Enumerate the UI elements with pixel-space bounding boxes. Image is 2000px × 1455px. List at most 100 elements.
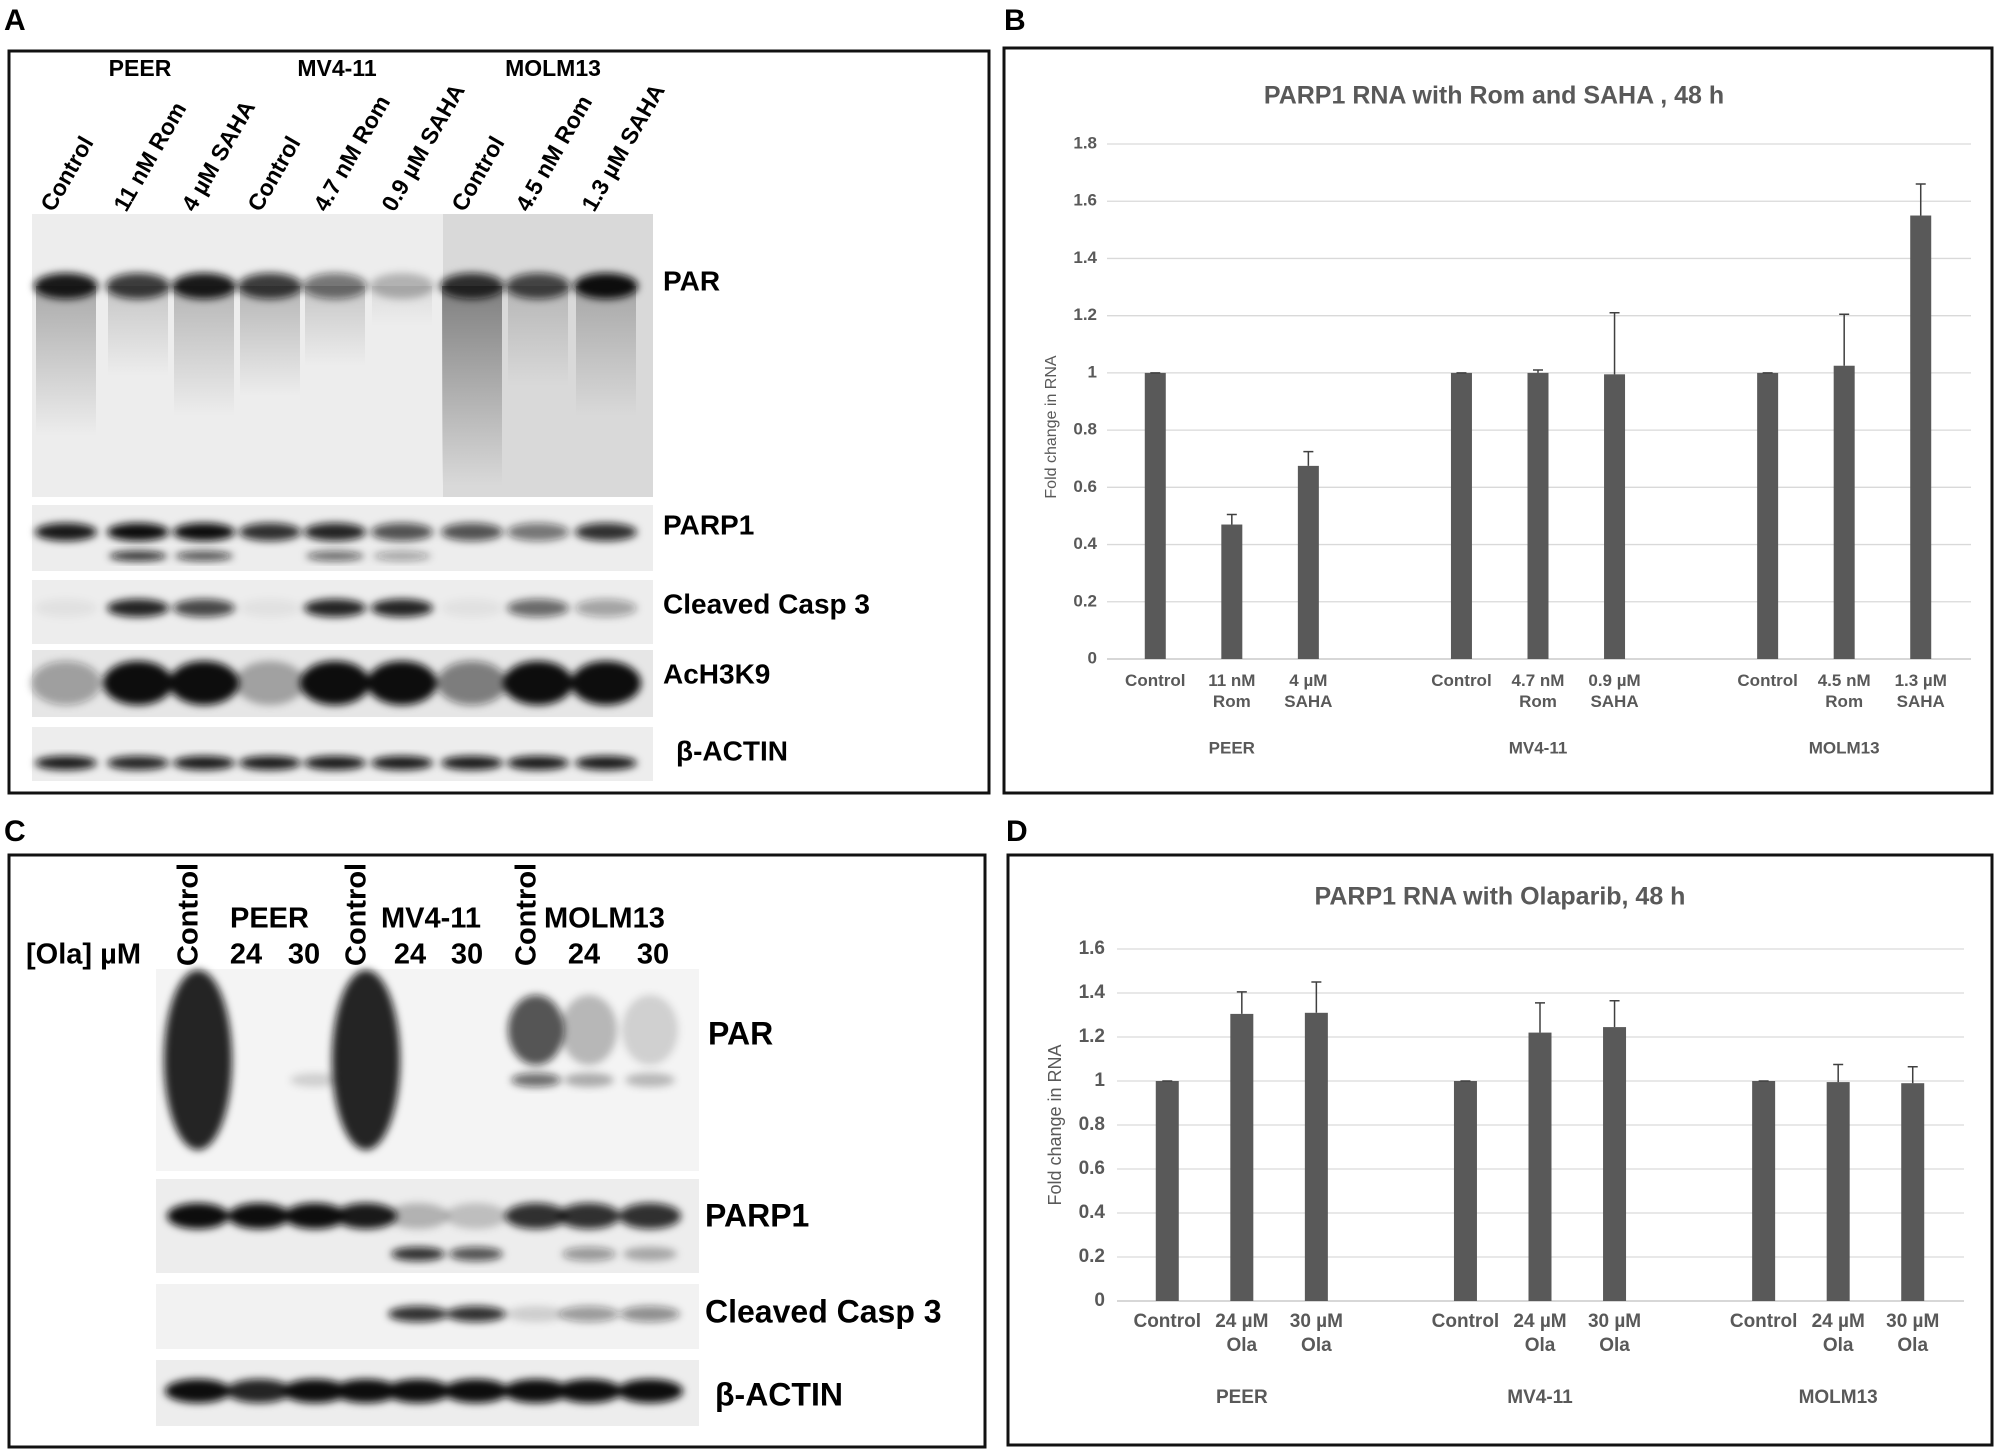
y-tick-label: 1.6: [1073, 191, 1097, 210]
dose-label: 30: [288, 939, 320, 971]
y-axis-label: Fold change in RNA: [1045, 1044, 1065, 1205]
blot-band: [164, 970, 232, 1150]
lane-label: 1.3 µM SAHA: [576, 79, 670, 215]
panel-frame: [1006, 853, 1994, 1447]
blot-row-label: β-ACTIN: [676, 735, 788, 766]
blot-band: [574, 273, 638, 299]
blot-band: [173, 523, 235, 541]
blot-band: [106, 273, 170, 299]
error-bar: [1609, 312, 1620, 375]
x-tick-label: 24 µM Ola: [1513, 1311, 1567, 1356]
x-tick-label: 4 µM SAHA: [1284, 671, 1333, 712]
blot-row-label: β-ACTIN: [715, 1376, 843, 1412]
cell-line-label: MV4-11: [381, 903, 481, 935]
chart-title: PARP1 RNA with Rom and SAHA , 48 h: [1264, 82, 1724, 110]
bar: [1221, 524, 1243, 659]
cell-line-label: PEER: [230, 903, 309, 935]
blot-band: [35, 523, 97, 541]
blot-row-label: Cleaved Casp 3: [663, 588, 870, 619]
blot-smear: [576, 286, 636, 416]
blot-strip: [156, 969, 699, 1171]
blot-band: [226, 1379, 292, 1403]
blot-band: [391, 1247, 445, 1261]
y-tick-label: 1.6: [1079, 938, 1105, 959]
bar: [1297, 465, 1319, 659]
blot-bands: [165, 1379, 683, 1403]
blot-bands: [35, 756, 637, 770]
blot-band: [575, 756, 637, 770]
bar: [1603, 1027, 1627, 1301]
group-label: MOLM13: [1809, 738, 1880, 757]
y-tick-label: 1.4: [1079, 982, 1106, 1003]
blot-band: [437, 661, 507, 705]
blot-band: [449, 1247, 503, 1261]
blot-band: [559, 1306, 619, 1322]
x-tick-label: Control: [1431, 671, 1492, 690]
x-tick-label: Control: [1737, 671, 1798, 690]
blot-band: [332, 970, 400, 1150]
lane-label: Control: [511, 863, 543, 966]
blot-bands: [35, 523, 637, 541]
y-tick-label: 0.2: [1079, 1246, 1105, 1267]
blot-band: [228, 1203, 290, 1229]
blot-smear: [305, 286, 365, 366]
bar: [1901, 1083, 1925, 1301]
blot-bands: [391, 1247, 677, 1261]
blot-row-label: PARP1: [705, 1197, 809, 1233]
cell-line-label: MOLM13: [544, 903, 665, 935]
blot-band: [575, 599, 637, 617]
blot-band: [367, 661, 437, 705]
y-tick-label: 0.2: [1073, 591, 1097, 610]
blot-band: [556, 1379, 622, 1403]
panel-frame: [7, 49, 991, 795]
bar: [1910, 215, 1932, 659]
blot-band: [306, 551, 364, 561]
x-tick-label: Control: [1133, 1311, 1202, 1332]
y-tick-label: 1: [1094, 1070, 1105, 1091]
blot-band: [564, 1073, 614, 1087]
blot-band: [506, 273, 570, 299]
blot-band: [304, 599, 366, 617]
y-tick-label: 0.4: [1073, 534, 1097, 553]
y-tick-label: 0.6: [1079, 1158, 1105, 1179]
blot-row-label: Cleaved Casp 3: [705, 1293, 942, 1329]
bar: [1528, 1032, 1552, 1301]
blot-smear: [442, 286, 502, 486]
blot-smear: [240, 286, 300, 396]
error-bar: [1236, 991, 1247, 1014]
lane-label: Control: [446, 132, 509, 216]
blot-band: [503, 1379, 569, 1403]
blot-band: [239, 523, 301, 541]
y-tick-label: 0.8: [1073, 420, 1097, 439]
blot-band: [623, 1247, 677, 1261]
blot-band: [238, 273, 302, 299]
blot-row-label: PARP1: [663, 509, 754, 540]
y-tick-label: 0: [1094, 1290, 1105, 1311]
lane-label: Control: [35, 132, 98, 216]
blot-band: [165, 1379, 231, 1403]
y-tick-label: 1.8: [1073, 133, 1097, 152]
blot-band: [617, 1379, 683, 1403]
blot-band: [107, 523, 169, 541]
blot-band: [388, 1306, 448, 1322]
y-tick-label: 1.2: [1079, 1026, 1105, 1047]
blot-band: [446, 1306, 506, 1322]
group-label: MOLM13: [1799, 1387, 1878, 1408]
blot-band: [107, 756, 169, 770]
blot-band: [441, 523, 503, 541]
bar: [1155, 1081, 1179, 1301]
blot-band: [303, 273, 367, 299]
x-tick-label: 4.5 nM Rom: [1817, 671, 1871, 712]
blot-band: [445, 1203, 507, 1229]
y-tick-label: 1.4: [1073, 248, 1097, 267]
group-label: MV4-11: [1509, 738, 1568, 757]
lane-label: Control: [242, 132, 305, 216]
bar: [1833, 365, 1855, 659]
panel-frame: [1002, 46, 1994, 795]
blot-bands: [290, 1073, 675, 1087]
blot-band: [31, 661, 101, 705]
panel-frame: [7, 853, 987, 1449]
blot-band: [506, 1306, 566, 1322]
blot-smear: [108, 286, 168, 376]
